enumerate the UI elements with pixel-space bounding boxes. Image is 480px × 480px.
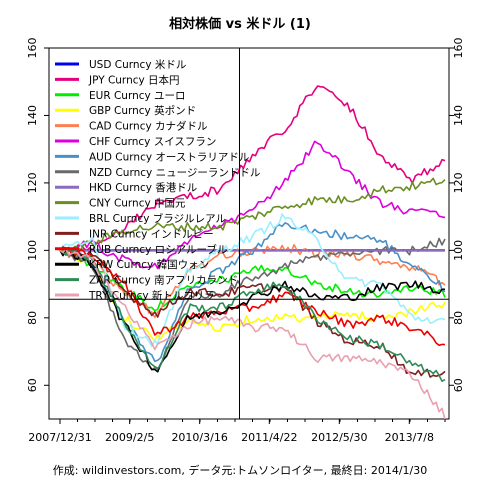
legend-label-1: USD Curncy 米ドル: [89, 58, 186, 71]
reference-lines: [49, 48, 449, 419]
y-tick-label-right: 120: [452, 172, 465, 193]
series-line-6: [59, 140, 446, 270]
x-tick-label: 2007/12/31: [28, 431, 91, 444]
series-line-2: [59, 85, 446, 254]
y-tick-label-right: 140: [452, 105, 465, 126]
y-tick-label-right: 100: [452, 240, 465, 261]
y-tick-label-right: 160: [452, 38, 465, 59]
legend-label-14: KRW Curncy 韓国ウォン: [89, 259, 209, 271]
series-line-15: [59, 248, 446, 383]
chart-title: 相対株価 vs 米ドル (1): [169, 16, 311, 32]
legend-label-16: TRY Curncy 新トルコリラ: [88, 289, 215, 302]
legend-label-12: INR Curncy インドルピー: [89, 228, 214, 240]
series-line-8: [59, 237, 446, 371]
legend-label-5: CAD Curncy カナダドル: [89, 120, 208, 133]
x-tick-label: 2010/3/16: [171, 431, 227, 444]
y-tick-label-left: 100: [26, 240, 39, 261]
chart-caption: 作成: wildinvestors.com, データ元:トムソンロイター, 最終…: [53, 463, 427, 477]
y-tick-label-left: 160: [26, 38, 39, 59]
y-tick-label-left: 80: [26, 311, 39, 325]
plot-frame: [48, 47, 450, 420]
y-tick-label-right: 80: [452, 311, 465, 325]
legend-label-2: JPY Curncy 日本円: [88, 73, 180, 86]
legend-label-11: BRL Curncy ブラジルレアル: [89, 212, 226, 225]
legend-label-6: CHF Curncy スイスフラン: [89, 136, 216, 148]
y-tick-label-left: 140: [26, 105, 39, 126]
x-tick-label: 2011/4/22: [241, 431, 297, 444]
legend-label-13: RUB Curncy ロシアルーブル: [89, 243, 227, 256]
legend-label-15: ZAR Curncy 南アフリカランド: [89, 274, 238, 287]
series-line-16: [59, 247, 446, 420]
y-tick-label-right: 60: [452, 378, 465, 392]
series-line-11: [59, 213, 446, 348]
series-line-3: [59, 249, 446, 312]
legend-label-7: AUD Curncy オーストラリアドル: [89, 151, 249, 163]
x-tick-label: 2013/7/8: [385, 431, 434, 444]
series-line-10: [59, 177, 446, 254]
y-tick-label-left: 120: [26, 172, 39, 193]
y-tick-label-left: 60: [26, 378, 39, 392]
legend-label-9: HKD Curncy 香港ドル: [89, 182, 197, 194]
series-line-13: [59, 248, 446, 347]
x-tick-label: 2012/5/30: [311, 431, 367, 444]
legend: USD Curncy 米ドル JPY Curncy 日本円 EUR Curncy ユ…: [55, 58, 260, 302]
legend-label-4: GBP Curncy 英ポンド: [89, 104, 196, 117]
legend-label-8: NZD Curncy ニュージーランドドル: [89, 167, 260, 179]
lines-layer: [59, 85, 446, 420]
x-tick-label: 2009/2/5: [105, 431, 154, 444]
legend-label-3: EUR Curncy ユーロ: [89, 90, 186, 102]
axes: 60 60 80 80 100 100 120 120 140 140 160 160 2007/12/…: [26, 38, 465, 445]
legend-label-10: CNY Curncy 中国元: [89, 197, 186, 210]
series-line-5: [59, 244, 446, 319]
